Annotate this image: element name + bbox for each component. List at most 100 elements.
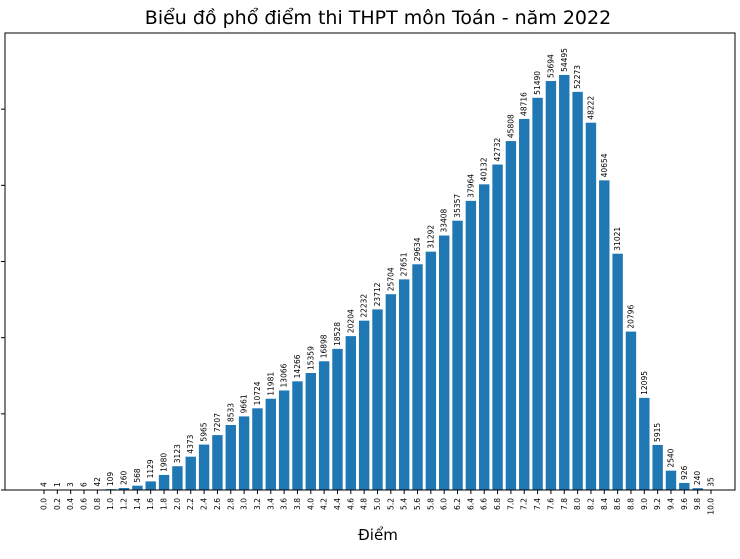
bar [226, 425, 236, 490]
x-tick-label: 4.0 [306, 498, 315, 510]
data-label: 2540 [666, 448, 675, 467]
x-tick-label: 5.4 [400, 498, 409, 510]
data-label: 31021 [613, 227, 622, 251]
bar [172, 466, 182, 490]
bar [532, 98, 542, 490]
bar [572, 92, 582, 490]
data-label: 926 [680, 465, 689, 480]
x-tick-label: 7.0 [506, 498, 515, 510]
data-label: 9661 [240, 394, 249, 413]
data-label: 20204 [346, 309, 355, 333]
bar [292, 381, 302, 490]
data-label: 5965 [200, 422, 209, 441]
x-tick-label: 4.4 [333, 498, 342, 510]
bar [346, 336, 356, 490]
x-tick-label: 5.2 [386, 498, 395, 510]
x-tick-label: 9.2 [653, 498, 662, 510]
bar [652, 445, 662, 490]
data-label: 52273 [573, 65, 582, 89]
data-label: 8533 [226, 403, 235, 422]
x-axis-label: Điểm [358, 526, 398, 544]
data-label: 54495 [560, 48, 569, 72]
data-label: 25704 [386, 267, 395, 291]
data-label: 14266 [293, 354, 302, 378]
x-tick-label: 1.2 [120, 498, 129, 510]
x-tick-label: 8.8 [626, 498, 635, 510]
x-tick-label: 6.2 [453, 498, 462, 510]
bar [639, 398, 649, 490]
data-label: 12095 [640, 371, 649, 395]
x-tick-label: 8.4 [600, 498, 609, 510]
data-label: 1129 [146, 459, 155, 478]
data-label: 45808 [506, 114, 515, 138]
data-label: 11981 [266, 372, 275, 396]
x-tick-label: 6.8 [493, 498, 502, 510]
bar [439, 236, 449, 490]
data-label: 35357 [453, 194, 462, 218]
plot-frame [5, 33, 735, 490]
data-label: 33408 [440, 208, 449, 232]
bar [546, 81, 556, 490]
x-tick-label: 6.0 [440, 498, 449, 510]
x-tick-label: 2.4 [200, 498, 209, 510]
x-tick-label: 1.8 [160, 498, 169, 510]
data-label: 18528 [333, 322, 342, 346]
bar [412, 264, 422, 490]
x-tick-label: 1.6 [146, 498, 155, 510]
data-label: 1 [53, 482, 62, 487]
data-label: 22232 [360, 294, 369, 318]
bar [612, 254, 622, 490]
x-tick-label: 1.0 [106, 498, 115, 510]
x-tick-label: 0.6 [80, 498, 89, 510]
data-label: 35 [707, 477, 716, 487]
x-tick-label: 7.8 [560, 498, 569, 510]
data-label: 48222 [586, 96, 595, 120]
x-tick-label: 3.2 [253, 498, 262, 510]
data-label: 4 [40, 482, 49, 487]
data-label: 3123 [173, 444, 182, 463]
bar [479, 184, 489, 490]
data-label: 109 [106, 472, 115, 487]
x-tick-label: 0.0 [40, 498, 49, 510]
data-label: 10724 [253, 381, 262, 405]
x-tick-label: 7.4 [533, 498, 542, 510]
chart-title: Biểu đồ phổ điểm thi THPT môn Toán - năm… [145, 7, 611, 29]
data-label: 260 [120, 470, 129, 485]
x-tick-label: 9.4 [666, 498, 675, 510]
x-tick-label: 1.4 [133, 498, 142, 510]
data-label: 20796 [626, 305, 635, 329]
x-tick-label: 4.6 [346, 498, 355, 510]
data-label: 42732 [493, 137, 502, 161]
x-tick-label: 9.8 [693, 498, 702, 510]
data-label: 40654 [600, 153, 609, 177]
x-tick-label: 9.6 [680, 498, 689, 510]
bar [359, 321, 369, 490]
bar [132, 486, 142, 490]
data-label: 16898 [320, 334, 329, 358]
x-tick-label: 5.0 [373, 498, 382, 510]
x-tick-label: 6.4 [466, 498, 475, 510]
bar [666, 471, 676, 490]
data-label: 1980 [160, 453, 169, 472]
data-label: 29634 [413, 237, 422, 261]
data-label: 51490 [533, 71, 542, 95]
bar [452, 221, 462, 490]
bar [266, 399, 276, 490]
bar [386, 294, 396, 490]
bar [506, 141, 516, 490]
bar [586, 123, 596, 490]
bar [319, 361, 329, 490]
bar [212, 435, 222, 490]
x-tick-label: 2.0 [173, 498, 182, 510]
data-label: 31292 [426, 225, 435, 249]
data-label: 27651 [400, 252, 409, 276]
data-label: 6 [80, 482, 89, 487]
data-label: 23712 [373, 282, 382, 306]
x-tick-label: 2.6 [213, 498, 222, 510]
data-label: 48716 [520, 92, 529, 116]
bar [306, 373, 316, 490]
data-label: 3 [66, 482, 75, 487]
x-tick-label: 3.6 [280, 498, 289, 510]
x-tick-label: 9.0 [640, 498, 649, 510]
